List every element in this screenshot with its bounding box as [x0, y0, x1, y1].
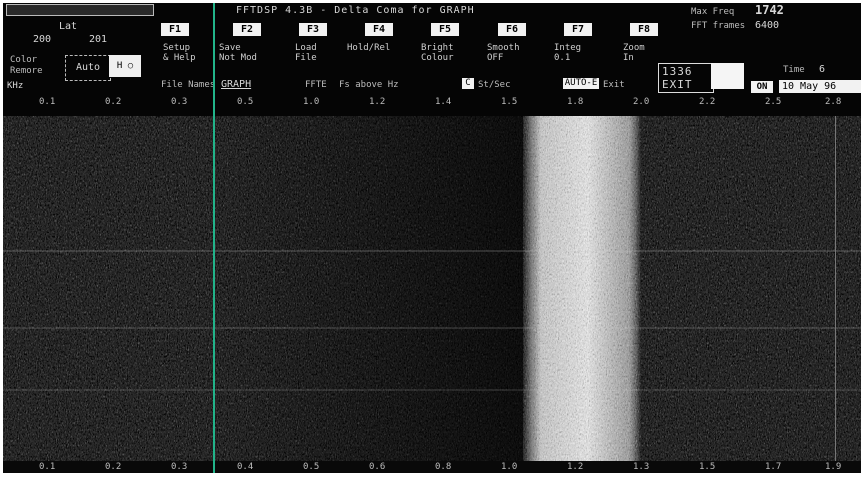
axis-tick-label: 0.3	[171, 462, 188, 472]
max-freq-label: Max Freq	[691, 7, 735, 17]
unit-label: KHz	[7, 81, 24, 91]
f5-label: Bright Colour	[421, 43, 454, 63]
axis-tick-label: 0.6	[369, 462, 386, 472]
axis-tick-label: 0.5	[237, 97, 254, 107]
axis-tick-label: 1.2	[369, 97, 386, 107]
color-select-button[interactable]: H ○	[109, 55, 141, 77]
f3-key[interactable]: F3	[299, 23, 327, 36]
auto-mode-button[interactable]: AUTO-E	[563, 78, 599, 89]
axis-tick-label: 1.4	[435, 97, 452, 107]
speed-label: St/Sec	[478, 80, 511, 90]
file-names-input[interactable]: GRAPH	[221, 79, 252, 90]
axis-tick-label: 0.1	[39, 462, 56, 472]
axis-tick-label: 1.3	[633, 462, 650, 472]
f1-label: Setup & Help	[163, 43, 196, 63]
exit-readout: EXIT	[662, 78, 693, 91]
f7-key[interactable]: F7	[564, 23, 592, 36]
fs-threshold-label: Fs above Hz	[339, 80, 399, 90]
f6-key[interactable]: F6	[498, 23, 526, 36]
axis-tick-label: 0.8	[435, 462, 452, 472]
c-button[interactable]: C	[462, 78, 474, 89]
axis-tick-label: 2.2	[699, 97, 716, 107]
f4-key[interactable]: F4	[365, 23, 393, 36]
fft-frames-value: 6400	[755, 20, 780, 31]
spectrogram-texture	[3, 116, 861, 461]
axis-tick-label: 1.2	[567, 462, 584, 472]
fft-frames-label: FFT frames	[691, 21, 746, 31]
waterfall-spectrogram[interactable]	[3, 116, 861, 461]
bottom-frequency-axis: 0.1 0.2 0.3 0.4 0.5 0.6 0.8 1.0 1.2 1.3 …	[3, 461, 861, 473]
left-value: 200	[33, 34, 52, 45]
fftdsp-window: FFTDSP 4.3B - Delta Coma for GRAPH Max F…	[3, 3, 861, 473]
f8-key[interactable]: F8	[630, 23, 658, 36]
window-title: FFTDSP 4.3B - Delta Coma for GRAPH	[236, 5, 475, 16]
time-label: Time	[783, 65, 805, 75]
axis-tick-label: 2.5	[765, 97, 782, 107]
right-marker-strip	[835, 116, 861, 461]
f7-label: Integ 0.1	[554, 43, 582, 63]
f6-label: Smooth OFF	[487, 43, 520, 63]
axis-tick-label: 1.0	[303, 97, 320, 107]
frequency-readout: 1336 EXIT	[658, 63, 714, 93]
axis-tick-label: 0.2	[105, 462, 122, 472]
menu-box[interactable]	[6, 4, 154, 16]
axis-tick-label: 2.0	[633, 97, 650, 107]
frequency-entry-field[interactable]	[711, 63, 744, 89]
axis-tick-label: 1.9	[825, 462, 842, 472]
color-mode-value: Auto	[76, 62, 101, 73]
f1-key[interactable]: F1	[161, 23, 189, 36]
axis-tick-label: 0.4	[237, 462, 254, 472]
color-label: Color Remore	[10, 55, 43, 76]
f4-label: Hold/Rel	[347, 43, 391, 53]
axis-tick-label: 1.5	[699, 462, 716, 472]
title-bar: FFTDSP 4.3B - Delta Coma for GRAPH Max F…	[3, 3, 861, 31]
f8-label: Zoom In	[623, 43, 645, 63]
f2-label: Save Not Mod	[219, 43, 257, 63]
f3-label: Load File	[295, 43, 317, 63]
axis-tick-label: 0.1	[39, 97, 56, 107]
time-value: 6	[819, 64, 826, 75]
axis-tick-label: 1.7	[765, 462, 782, 472]
axis-tick-label: 2.8	[825, 97, 842, 107]
color-mode-box[interactable]: Auto	[65, 55, 111, 81]
exit-label: Exit	[603, 80, 625, 90]
frequency-value: 1336	[662, 65, 693, 78]
f2-key[interactable]: F2	[233, 23, 261, 36]
on-toggle-button[interactable]: ON	[751, 81, 773, 93]
axis-tick-label: 0.3	[171, 97, 188, 107]
axis-tick-label: 1.5	[501, 97, 518, 107]
frequency-cursor-line[interactable]	[213, 3, 215, 473]
axis-tick-label: 1.8	[567, 97, 584, 107]
date-field[interactable]: 10 May 96	[779, 80, 861, 93]
f5-key[interactable]: F5	[431, 23, 459, 36]
axis-tick-label: 0.5	[303, 462, 320, 472]
fs-label: FFTE	[305, 80, 327, 90]
lat-label: Lat	[59, 21, 78, 32]
file-names-label: File Names	[161, 80, 216, 90]
axis-tick-label: 0.2	[105, 97, 122, 107]
right-value: 201	[89, 34, 108, 45]
axis-tick-label: 1.0	[501, 462, 518, 472]
max-freq-value: 1742	[755, 3, 784, 17]
